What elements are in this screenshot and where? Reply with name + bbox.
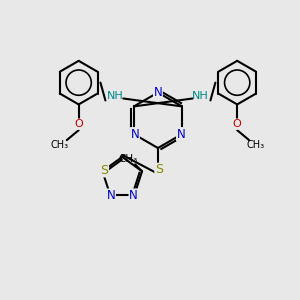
Text: NH: NH [107, 91, 124, 100]
Text: CH₃: CH₃ [118, 154, 138, 164]
Text: N: N [130, 128, 139, 141]
Text: O: O [233, 119, 242, 129]
Text: CH₃: CH₃ [51, 140, 69, 150]
Text: O: O [74, 119, 83, 129]
Text: N: N [106, 189, 116, 202]
Text: S: S [155, 163, 163, 176]
Text: S: S [100, 164, 109, 177]
Text: N: N [129, 189, 138, 202]
Text: N: N [154, 86, 162, 99]
Text: N: N [177, 128, 185, 141]
Text: NH: NH [192, 91, 209, 100]
Text: CH₃: CH₃ [247, 140, 265, 150]
